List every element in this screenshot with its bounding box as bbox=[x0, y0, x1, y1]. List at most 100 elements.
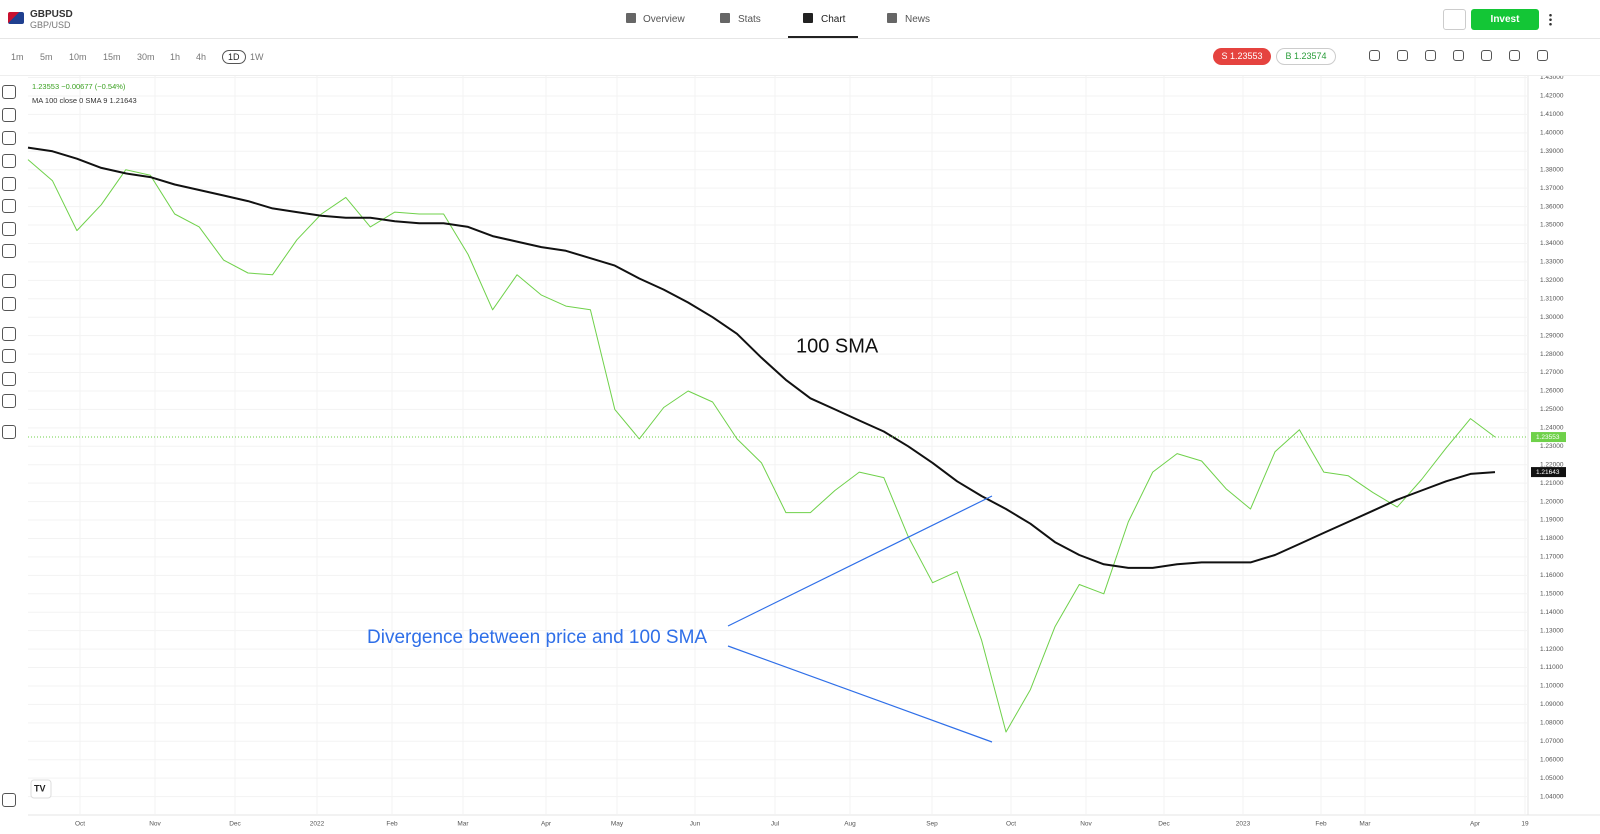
y-tick-label: 1.30000 bbox=[1540, 314, 1564, 321]
legend-sma: MA 100 close 0 SMA 9 1.21643 bbox=[32, 96, 137, 105]
y-tick-label: 1.41000 bbox=[1540, 111, 1564, 118]
tool-icon[interactable] bbox=[2, 131, 16, 145]
annotation: Divergence between price and 100 SMA bbox=[367, 627, 707, 648]
tab-icon bbox=[626, 13, 636, 23]
tool-icon[interactable] bbox=[2, 372, 16, 386]
chart-toolbar: 1m 5m 10m 15m 30m 1h 4h 1D 1W S 1.23553 B 1.2357… bbox=[0, 39, 1600, 76]
y-tick-label: 1.17000 bbox=[1540, 554, 1564, 561]
series-line bbox=[27, 159, 1496, 733]
chart-tool-icon[interactable] bbox=[1481, 50, 1492, 61]
y-tick-label: 1.28000 bbox=[1540, 351, 1564, 358]
y-tick-label: 1.31000 bbox=[1540, 295, 1564, 302]
timeframe[interactable]: 1h bbox=[170, 52, 181, 62]
x-tick-label: Feb bbox=[1315, 821, 1327, 828]
header: GBPUSD GBP/USD Overview Stats Chart News… bbox=[0, 0, 1600, 39]
timeframe[interactable]: 1m bbox=[11, 52, 24, 62]
series-line bbox=[27, 146, 1496, 569]
timeframe[interactable]: 30m bbox=[137, 52, 155, 62]
tab[interactable]: News bbox=[905, 14, 931, 25]
tool-icon[interactable] bbox=[2, 327, 16, 341]
y-tick-label: 1.09000 bbox=[1540, 701, 1564, 708]
x-tick-label: Apr bbox=[541, 821, 552, 828]
chart-tool-icon[interactable] bbox=[1425, 50, 1436, 61]
y-tick-label: 1.34000 bbox=[1540, 240, 1564, 247]
invest-button[interactable]: Invest bbox=[1471, 9, 1539, 30]
tool-icon[interactable] bbox=[2, 108, 16, 122]
tool-icon[interactable] bbox=[2, 85, 16, 99]
x-tick-label: 19 bbox=[1521, 821, 1529, 828]
y-tick-label: 1.40000 bbox=[1540, 130, 1564, 137]
annotation-line bbox=[727, 495, 993, 627]
y-tick-label: 1.08000 bbox=[1540, 720, 1564, 727]
symbol: GBPUSD bbox=[30, 9, 73, 20]
tool-icon[interactable] bbox=[2, 297, 16, 311]
y-tick-label: 1.33000 bbox=[1540, 259, 1564, 266]
y-tick-label: 1.32000 bbox=[1540, 277, 1564, 284]
timeframe[interactable]: 4h bbox=[196, 52, 207, 62]
pair: GBP/USD bbox=[30, 20, 71, 30]
timeframe[interactable]: 10m bbox=[69, 52, 87, 62]
tv-logo-text: TV bbox=[34, 783, 46, 793]
timeframe[interactable]: 5m bbox=[40, 52, 53, 62]
chart-tool-icon[interactable] bbox=[1537, 50, 1548, 61]
tab-icon bbox=[887, 13, 897, 23]
grid bbox=[28, 76, 1528, 815]
chart-tool-icon[interactable] bbox=[1453, 50, 1464, 61]
x-tick-label: Mar bbox=[457, 821, 469, 828]
tool-icon[interactable] bbox=[2, 244, 16, 258]
y-tick-label: 1.27000 bbox=[1540, 369, 1564, 376]
tool-icon[interactable] bbox=[2, 274, 16, 288]
menu-button[interactable] bbox=[1549, 13, 1552, 26]
price-badge bbox=[1531, 432, 1566, 443]
timeframe[interactable]: 15m bbox=[103, 52, 121, 62]
x-tick-label: Oct bbox=[1006, 821, 1016, 828]
x-tick-label: Apr bbox=[1470, 821, 1481, 828]
tool-icon[interactable] bbox=[2, 177, 16, 191]
annotation: 100 SMA bbox=[796, 335, 879, 357]
y-tick-label: 1.38000 bbox=[1540, 166, 1564, 173]
tab-icon bbox=[803, 13, 813, 23]
legend-price: 1.23553 −0.00677 (−0.54%) bbox=[32, 82, 126, 91]
x-tick-label: Oct bbox=[75, 821, 85, 828]
tool-icon[interactable] bbox=[2, 793, 16, 807]
tool-icon[interactable] bbox=[2, 394, 16, 408]
y-tick-label: 1.25000 bbox=[1540, 406, 1564, 413]
tool-icon[interactable] bbox=[2, 199, 16, 213]
timeframe[interactable]: 1W bbox=[250, 52, 264, 62]
y-tick-label: 1.39000 bbox=[1540, 148, 1564, 155]
tv-logo bbox=[30, 779, 52, 799]
tool-icon[interactable] bbox=[2, 349, 16, 363]
x-tick-label: Nov bbox=[149, 821, 161, 828]
buy-button[interactable]: B 1.23574 bbox=[1276, 48, 1336, 65]
x-tick-label: Jun bbox=[690, 821, 701, 828]
tab[interactable]: Chart bbox=[821, 14, 846, 25]
series-lines bbox=[27, 146, 1528, 733]
x-tick-label: Jul bbox=[771, 821, 780, 828]
tool-icon[interactable] bbox=[2, 425, 16, 439]
y-axis: 1.04000 1.05000 1.06000 1.07000 1.08000 1.090… bbox=[1531, 74, 1566, 800]
price-badge bbox=[1531, 467, 1566, 478]
y-tick-label: 1.10000 bbox=[1540, 683, 1564, 690]
x-axis: Oct Nov Dec 2022 Feb Mar Apr May Jun Jul Aug Sep Oct… bbox=[75, 821, 1529, 828]
y-tick-label: 1.26000 bbox=[1540, 388, 1564, 395]
annotation-line bbox=[727, 645, 993, 743]
watchlist-button[interactable] bbox=[1443, 9, 1466, 30]
y-tick-label: 1.16000 bbox=[1540, 572, 1564, 579]
tool-icon[interactable] bbox=[2, 222, 16, 236]
sell-button[interactable]: S 1.23553 bbox=[1213, 48, 1271, 65]
tab-icon bbox=[720, 13, 730, 23]
price-badge-label: 1.23553 bbox=[1536, 434, 1560, 441]
chart-tool-icon[interactable] bbox=[1369, 50, 1380, 61]
chart-tool-icon[interactable] bbox=[1397, 50, 1408, 61]
y-tick-label: 1.06000 bbox=[1540, 756, 1564, 763]
x-tick-label: 2022 bbox=[310, 821, 325, 828]
tab[interactable]: Stats bbox=[738, 14, 761, 25]
y-tick-label: 1.29000 bbox=[1540, 332, 1564, 339]
y-tick-label: 1.13000 bbox=[1540, 627, 1564, 634]
y-tick-label: 1.14000 bbox=[1540, 609, 1564, 616]
tool-icon[interactable] bbox=[2, 154, 16, 168]
timeframe[interactable]: 1D bbox=[222, 50, 246, 64]
chart-tool-icon[interactable] bbox=[1509, 50, 1520, 61]
tab[interactable]: Overview bbox=[643, 14, 685, 25]
